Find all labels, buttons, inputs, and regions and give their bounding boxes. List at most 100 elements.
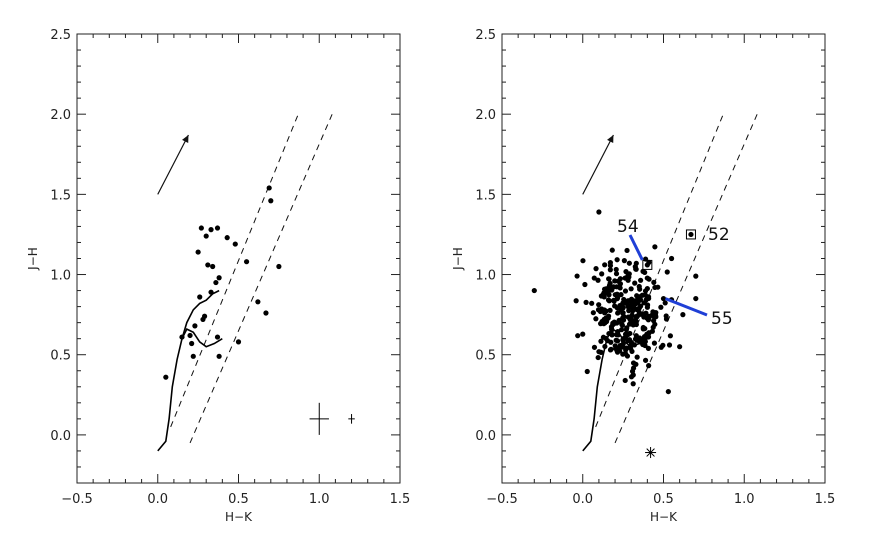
- data-point: [638, 277, 644, 283]
- data-point: [591, 344, 598, 350]
- data-point: [276, 263, 282, 270]
- data-point: [602, 310, 608, 316]
- data-point: [629, 312, 635, 318]
- data-point: [623, 269, 629, 275]
- data-point: [624, 247, 630, 254]
- x-tick-label: 0.5: [653, 492, 674, 507]
- x-tick-label: 1.0: [309, 492, 330, 507]
- data-point: [598, 349, 604, 355]
- data-point: [646, 363, 652, 369]
- data-point: [660, 342, 666, 348]
- y-tick-label: 1.0: [50, 269, 71, 284]
- data-point: [214, 334, 221, 340]
- data-point: [612, 343, 618, 349]
- data-point: [613, 331, 620, 338]
- data-point: [633, 333, 639, 339]
- data-point: [655, 284, 661, 290]
- data-point: [600, 334, 607, 340]
- data-point: [602, 262, 608, 268]
- data-point: [634, 354, 640, 360]
- data-point: [593, 266, 599, 272]
- x-tick-label: 0.0: [572, 492, 593, 507]
- y-tick-label: 0.5: [475, 349, 496, 364]
- data-point: [619, 322, 626, 328]
- data-point: [607, 280, 613, 286]
- data-point: [632, 317, 638, 324]
- data-point: [591, 275, 597, 281]
- data-point: [603, 315, 609, 321]
- data-point: [203, 233, 209, 239]
- reddening-band-line-1: [170, 113, 299, 428]
- data-point: [677, 344, 683, 350]
- data-point: [631, 298, 637, 304]
- data-point: [599, 271, 605, 277]
- data-point: [609, 287, 615, 293]
- data-point: [187, 332, 193, 339]
- data-point: [614, 296, 620, 302]
- data-point: [603, 286, 609, 292]
- data-point: [190, 353, 196, 359]
- data-point: [195, 249, 201, 255]
- color-color-panel-right: −0.5 0.0 0.5 1.0 1.5 0.0 0.5 1.0 1.5 2.0 2.5 H−K J−H: [451, 28, 835, 524]
- data-point: [613, 266, 619, 273]
- data-point: [216, 353, 222, 359]
- data-point: [613, 271, 620, 277]
- data-point: [595, 307, 602, 313]
- data-point: [651, 279, 657, 286]
- data-point: [617, 285, 623, 291]
- y-tick-label: 2.0: [50, 108, 71, 123]
- data-point: [210, 263, 216, 270]
- data-point: [531, 287, 537, 294]
- reddening-vector-shaft: [582, 134, 614, 195]
- data-point: [630, 365, 637, 371]
- data-point: [614, 291, 620, 297]
- data-point: [636, 305, 642, 311]
- data-point: [618, 343, 624, 349]
- data-point: [618, 306, 624, 313]
- data-point: [619, 327, 625, 333]
- data-point: [626, 308, 632, 314]
- marked-source-box-54: [642, 259, 653, 270]
- label-54: 54: [617, 217, 639, 237]
- data-point: [626, 344, 633, 350]
- data-point: [641, 336, 647, 342]
- data-point: [198, 225, 204, 231]
- data-point: [607, 260, 613, 266]
- data-point: [208, 227, 214, 233]
- data-point: [573, 298, 579, 304]
- data-point: [622, 377, 628, 384]
- y-tick-label: 0.0: [475, 429, 496, 444]
- data-point: [666, 342, 673, 348]
- data-point: [646, 276, 652, 282]
- label-55: 55: [711, 309, 733, 329]
- data-point: [618, 292, 624, 298]
- data-point: [693, 273, 699, 279]
- plot-frame: [501, 33, 826, 484]
- data-point: [621, 258, 627, 264]
- data-point: [637, 286, 643, 292]
- data-point: [625, 277, 631, 283]
- reddening-vector-shaft: [157, 134, 189, 195]
- data-point: [649, 328, 655, 334]
- data-point: [646, 313, 652, 319]
- x-tick-label: 0.5: [228, 492, 249, 507]
- data-point: [610, 322, 616, 328]
- data-point: [255, 299, 261, 305]
- intrinsic-locus-dwarf: [157, 328, 223, 452]
- data-point: [599, 318, 605, 325]
- x-tick-label: −0.5: [486, 492, 518, 507]
- y-axis-label: J−H: [451, 247, 465, 271]
- data-point: [632, 280, 638, 286]
- data-point: [644, 285, 650, 292]
- data-point: [224, 235, 230, 241]
- data-point: [693, 295, 699, 302]
- data-point: [596, 302, 602, 308]
- data-point: [621, 335, 627, 341]
- data-point: [640, 268, 646, 274]
- data-point: [633, 361, 639, 367]
- data-point: [625, 273, 631, 279]
- data-point: [604, 290, 610, 296]
- data-point: [575, 333, 581, 339]
- x-axis-label: H−K: [225, 510, 253, 524]
